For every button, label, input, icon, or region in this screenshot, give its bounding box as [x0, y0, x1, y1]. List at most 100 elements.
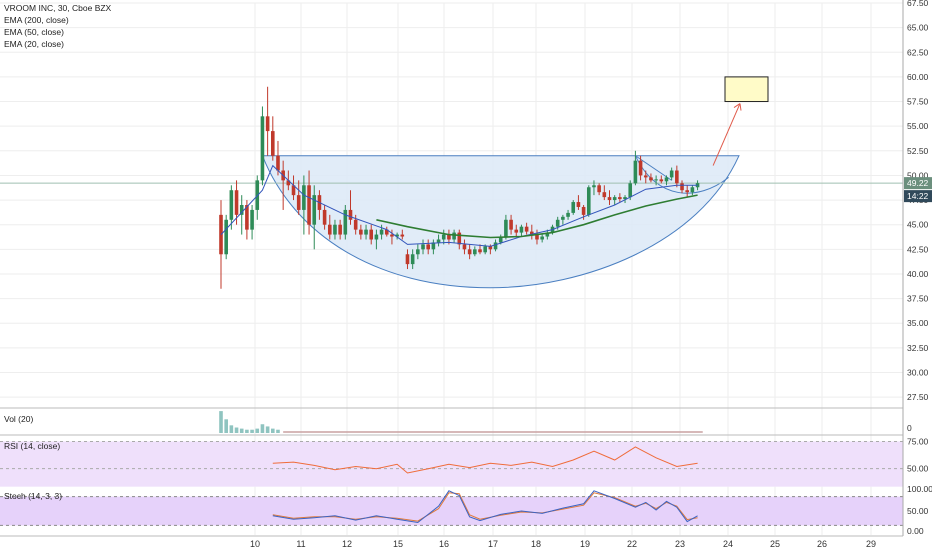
candle-body	[675, 170, 679, 184]
volume-bar	[271, 428, 275, 433]
target-box	[724, 76, 769, 103]
candle-body	[271, 131, 275, 156]
candle-body	[488, 246, 493, 250]
cup-shape	[261, 155, 740, 289]
candle-body	[654, 179, 658, 181]
volume-bar	[276, 429, 280, 433]
candle-body	[364, 229, 368, 235]
y-tick-label: 45.00	[907, 220, 929, 230]
x-tick-label: 22	[627, 539, 637, 549]
annotations	[712, 76, 769, 166]
candle-body	[327, 224, 332, 235]
candle-body	[555, 219, 560, 227]
candle-body	[452, 232, 456, 240]
y-tick-label: 35.00	[907, 318, 929, 328]
pane-tick-label: 75.00	[907, 436, 929, 446]
projection-arrow-head	[733, 103, 742, 111]
candle-body	[307, 185, 311, 225]
candle-body	[659, 179, 664, 182]
ema-50-label[interactable]: EMA (50, close)	[4, 27, 64, 37]
volume-bar	[229, 425, 234, 433]
candle-body	[664, 177, 669, 182]
candle-body	[224, 219, 228, 255]
candle-body	[431, 242, 436, 250]
candle-body	[239, 205, 244, 215]
candle-body	[519, 226, 524, 233]
volume-bar	[224, 419, 228, 433]
y-tick-label: 42.50	[907, 244, 929, 254]
volume-pane-label[interactable]: Vol (20)	[4, 414, 34, 424]
volume-bar	[255, 428, 260, 433]
candle-body	[607, 197, 612, 201]
y-tick-label: 32.50	[907, 343, 929, 353]
y-tick-label: 40.00	[907, 269, 929, 279]
y-tick-label: 55.00	[907, 121, 929, 131]
candle-body	[338, 224, 342, 235]
candle-body	[447, 234, 451, 240]
cup-handle	[634, 155, 729, 194]
candle-body	[623, 197, 627, 200]
x-tick-label: 18	[531, 539, 541, 549]
candle-body	[234, 190, 239, 215]
candle-body	[276, 155, 280, 171]
y-tick-label: 52.50	[907, 146, 929, 156]
candle-body	[322, 209, 327, 225]
candle-body	[566, 212, 570, 217]
candle-body	[384, 229, 389, 235]
ema-200-label[interactable]: EMA (200, close)	[4, 15, 69, 25]
candle-body	[250, 209, 254, 230]
x-tick-label: 25	[770, 539, 780, 549]
rsi-pane-label[interactable]: RSI (14, close)	[4, 441, 61, 451]
projection-arrow-line	[712, 103, 741, 166]
candle-body	[530, 231, 534, 235]
stoch-pane-label[interactable]: Stoch (14, 3, 3)	[4, 491, 63, 501]
y-tick-label: 57.50	[907, 97, 929, 107]
handle-edge	[635, 155, 672, 181]
candle-body	[416, 249, 420, 255]
pane-tick-label: 0	[907, 423, 912, 433]
volume-bar	[260, 424, 265, 433]
y-tick-label: 67.50	[907, 0, 929, 8]
candle-body	[395, 234, 399, 237]
candle-body	[524, 226, 529, 232]
candle-body	[410, 254, 415, 265]
candle-body	[390, 234, 394, 237]
candle-body	[333, 224, 337, 235]
candle-body	[561, 216, 565, 220]
candle-body	[405, 254, 410, 265]
x-tick-label: 10	[250, 539, 260, 549]
candle-body	[302, 185, 306, 210]
price-axis-bg	[903, 0, 932, 550]
pane-tick-label: 100.00	[907, 484, 932, 494]
x-tick-label: 17	[488, 539, 498, 549]
candle-body	[229, 190, 234, 220]
volume-bar	[239, 428, 244, 433]
candle-body	[643, 175, 648, 178]
candle-body	[359, 229, 363, 235]
candle-body	[421, 244, 425, 250]
candle-body	[586, 187, 591, 215]
ema-lines	[220, 164, 698, 247]
x-tick-label: 24	[723, 539, 733, 549]
x-tick-label: 26	[817, 539, 827, 549]
candle-body	[260, 116, 265, 181]
candle-body	[690, 187, 695, 193]
ema-20-line	[220, 164, 698, 247]
candle-body	[592, 185, 596, 188]
candle-body	[612, 197, 617, 201]
ema-20-label[interactable]: EMA (20, close)	[4, 39, 64, 49]
y-tick-label: 50.00	[907, 170, 929, 180]
volume-bar	[219, 411, 223, 433]
stoch-k-line	[272, 490, 698, 524]
candle-body	[400, 234, 405, 237]
last-price-tag	[904, 177, 932, 190]
candle-body	[540, 236, 544, 240]
x-tick-label: 29	[866, 539, 876, 549]
candle-body	[343, 209, 348, 235]
candle-body	[514, 229, 519, 233]
candle-body	[685, 190, 689, 193]
candle-body	[245, 205, 249, 230]
candle-body	[618, 197, 622, 200]
candle-body	[478, 249, 482, 253]
